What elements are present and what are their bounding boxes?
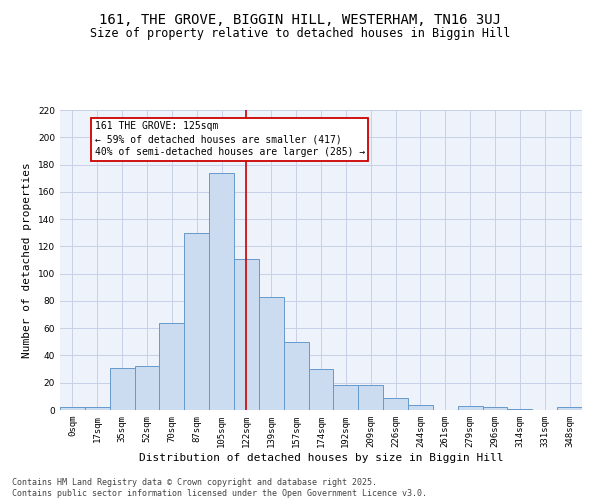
X-axis label: Distribution of detached houses by size in Biggin Hill: Distribution of detached houses by size … [139,452,503,462]
Bar [358,386,383,410]
Bar [408,404,433,410]
Text: Size of property relative to detached houses in Biggin Hill: Size of property relative to detached ho… [90,28,510,40]
Bar [184,232,209,410]
Bar [110,368,134,410]
Bar [557,408,582,410]
Y-axis label: Number of detached properties: Number of detached properties [22,162,32,358]
Bar [209,172,234,410]
Bar [284,342,308,410]
Text: Contains HM Land Registry data © Crown copyright and database right 2025.
Contai: Contains HM Land Registry data © Crown c… [12,478,427,498]
Bar [234,258,259,410]
Bar [508,408,532,410]
Text: 161, THE GROVE, BIGGIN HILL, WESTERHAM, TN16 3UJ: 161, THE GROVE, BIGGIN HILL, WESTERHAM, … [99,12,501,26]
Bar [60,408,85,410]
Bar [334,386,358,410]
Bar [458,406,482,410]
Bar [383,398,408,410]
Bar [134,366,160,410]
Bar [308,369,334,410]
Bar [160,322,184,410]
Bar [85,408,110,410]
Text: 161 THE GROVE: 125sqm
← 59% of detached houses are smaller (417)
40% of semi-det: 161 THE GROVE: 125sqm ← 59% of detached … [95,121,365,158]
Bar [259,297,284,410]
Bar [482,408,508,410]
